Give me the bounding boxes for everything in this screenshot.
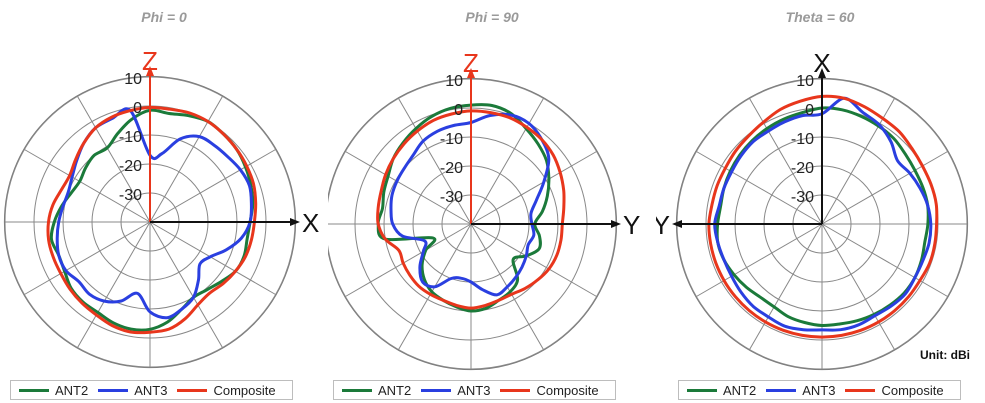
r-tick-label: 0 — [454, 102, 463, 119]
legend: ANT2 ANT3 Composite — [10, 380, 293, 400]
legend-label-ant2: ANT2 — [55, 382, 89, 398]
r-tick-label: -30 — [791, 189, 814, 206]
legend-swatch-ant2 — [19, 388, 49, 392]
legend-swatch-ant3 — [421, 388, 452, 392]
r-tick-label: -20 — [440, 160, 463, 177]
legend-swatch-composite — [177, 388, 208, 392]
r-tick-label: 0 — [805, 102, 814, 119]
r-tick-label: -30 — [440, 189, 463, 206]
r-tick-label: 10 — [445, 73, 463, 90]
legend: ANT2 ANT3 Composite — [333, 380, 616, 400]
r-tick-label: 10 — [124, 71, 142, 88]
r-tick-label: -10 — [440, 131, 463, 148]
r-tick-label: -10 — [791, 131, 814, 148]
horizontal-axis-arrowhead — [672, 220, 682, 228]
grid-spoke — [749, 98, 823, 225]
chart-title: Phi = 0 — [141, 9, 187, 25]
legend-label-ant3: ANT3 — [134, 382, 168, 398]
legend-label-composite: Composite — [536, 382, 599, 398]
vertical-axis-arrowhead — [146, 66, 154, 76]
legend-swatch-composite — [845, 388, 876, 392]
legend-item-composite: Composite — [845, 382, 944, 398]
grid-spoke — [749, 223, 823, 350]
horizontal-axis-label: X — [302, 208, 319, 238]
legend-item-ant2: ANT2 — [687, 383, 756, 398]
legend-item-ant2: ANT2 — [19, 383, 88, 398]
r-tick-label: -20 — [791, 160, 814, 177]
grid-spoke — [696, 223, 823, 297]
legend-label-ant3: ANT3 — [802, 382, 836, 398]
legend-swatch-composite — [500, 388, 531, 392]
grid-spoke — [149, 221, 276, 295]
grid-spoke — [24, 149, 151, 223]
grid-spoke — [77, 221, 151, 348]
vertical-axis-arrowhead — [818, 68, 826, 78]
grid-spoke — [77, 96, 151, 223]
horizontal-axis-arrowhead — [290, 218, 300, 226]
grid-spoke — [149, 149, 276, 223]
grid-spoke — [470, 223, 597, 297]
polar-chart-phi90: 10 0 -10 -20 -30 Z Y — [328, 48, 640, 371]
legend-swatch-ant2 — [342, 388, 372, 392]
series-line-composite — [46, 105, 258, 335]
polar-panel-phi90: Phi = 90 10 0 -10 -20 -30 Z Y ANT2 ANT3 Compos… — [328, 0, 656, 403]
r-tick-label: 0 — [133, 100, 142, 117]
legend-item-ant3: ANT3 — [766, 383, 835, 398]
polar-chart-theta60: 10 0 -10 -20 -30 X Y — [656, 48, 969, 371]
r-tick-label: -30 — [119, 187, 142, 204]
legend-label-ant3: ANT3 — [457, 382, 491, 398]
grid-spoke — [821, 223, 948, 297]
unit-label: Unit: dBi — [920, 348, 970, 362]
legend-label-composite: Composite — [213, 382, 276, 398]
grid-spoke — [470, 151, 597, 225]
legend-item-ant2: ANT2 — [342, 383, 411, 398]
grid-spoke — [398, 98, 472, 225]
series-line-ant3 — [713, 96, 933, 332]
legend-item-ant3: ANT3 — [98, 383, 167, 398]
vertical-axis-label: Z — [142, 46, 158, 76]
grid-spoke — [696, 151, 823, 225]
legend-item-composite: Composite — [177, 382, 276, 398]
series-line-ant2 — [49, 108, 255, 332]
legend-swatch-ant3 — [98, 388, 129, 392]
polar-chart-phi0: 10 0 -10 -20 -30 Z X — [3, 46, 319, 369]
grid-spoke — [149, 96, 223, 223]
series-line-composite — [376, 109, 566, 310]
grid-spoke — [821, 223, 895, 350]
legend-label-composite: Composite — [881, 382, 944, 398]
series-line-ant2 — [376, 103, 551, 313]
horizontal-axis-label: Y — [623, 210, 640, 240]
legend: ANT2 ANT3 Composite — [678, 380, 961, 400]
series-line-ant3 — [389, 112, 551, 297]
legend-item-ant3: ANT3 — [421, 383, 490, 398]
grid-spoke — [821, 151, 948, 225]
grid-spoke — [24, 221, 151, 295]
r-tick-label: -20 — [119, 158, 142, 175]
vertical-axis-arrowhead — [467, 68, 475, 78]
polar-panel-phi0: Phi = 0 10 0 -10 -20 -30 Z X ANT2 ANT3 Composi… — [0, 0, 328, 403]
legend-swatch-ant3 — [766, 388, 797, 392]
chart-title: Phi = 90 — [465, 9, 519, 25]
vertical-axis-label: Z — [463, 48, 479, 78]
series-line-ant3 — [55, 107, 253, 320]
grid-spoke — [470, 98, 544, 225]
grid-spoke — [345, 223, 472, 297]
legend-label-ant2: ANT2 — [723, 382, 757, 398]
series-line-composite — [707, 94, 939, 339]
chart-title: Theta = 60 — [785, 9, 855, 25]
horizontal-axis-arrowhead — [611, 220, 621, 228]
polar-panel-theta60: Theta = 60 10 0 -10 -20 -30 X Y Unit: dBi ANT2… — [656, 0, 984, 403]
r-tick-label: -10 — [119, 129, 142, 146]
r-tick-label: 10 — [796, 73, 814, 90]
legend-swatch-ant2 — [687, 388, 717, 392]
vertical-axis-label: X — [813, 48, 830, 78]
grid-spoke — [149, 221, 223, 348]
horizontal-axis-label: Y — [656, 210, 670, 240]
legend-item-composite: Composite — [500, 382, 599, 398]
legend-label-ant2: ANT2 — [378, 382, 412, 398]
grid-spoke — [345, 151, 472, 225]
